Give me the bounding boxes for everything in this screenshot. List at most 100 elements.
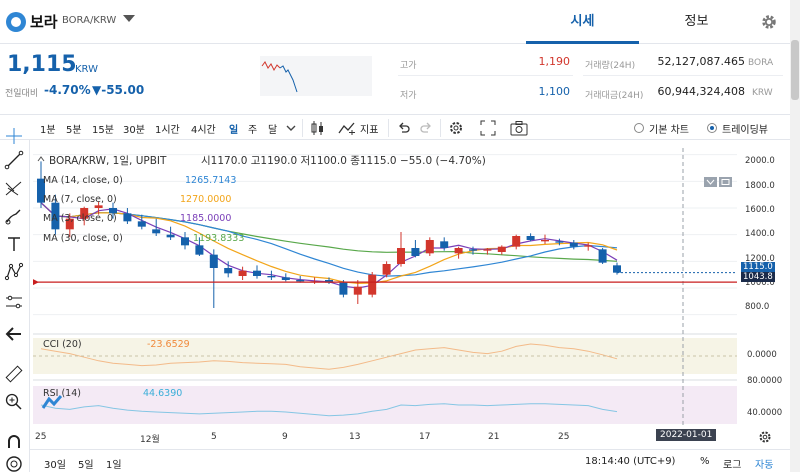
coin-pair[interactable]: BORA/KRW — [62, 15, 117, 26]
amount-unit: KRW — [752, 88, 773, 98]
high-label: 고가 — [400, 61, 417, 71]
percent-toggle[interactable]: % — [700, 456, 710, 467]
legend-ma7[interactable]: MA (7, close, 0) — [43, 194, 117, 205]
coin-dropdown-chevron-icon[interactable] — [123, 15, 135, 22]
interval-1d[interactable]: 일 — [229, 125, 239, 136]
tradingview-label[interactable]: 트레이딩뷰 — [722, 125, 768, 136]
page-scrollbar[interactable] — [790, 0, 800, 472]
coin-name[interactable]: 보라 — [30, 13, 58, 31]
indicator-button[interactable]: 지표 — [360, 125, 379, 136]
legend-ma14-value: 1265.7143 — [185, 175, 237, 186]
legend-collapse-chevron-icon[interactable] — [37, 155, 45, 163]
price-chart-svg[interactable] — [33, 148, 737, 428]
ma14-line — [40, 202, 618, 277]
measure-tool-icon[interactable] — [4, 292, 24, 312]
legend-ma30[interactable]: MA (30, close, 0) — [43, 233, 123, 244]
price-chart[interactable]: BORA/KRW, 1일, UPBIT 시1170.0 고1190.0 저110… — [33, 148, 737, 428]
rsi-line — [40, 403, 618, 417]
axis-settings-gear-icon[interactable] — [758, 430, 772, 444]
horizontal-line-tag: 1043.8 — [741, 272, 775, 282]
camera-icon[interactable] — [510, 120, 528, 136]
tradingview-radio[interactable] — [707, 123, 717, 133]
coin-logo-icon — [6, 12, 26, 32]
legend-rsi[interactable]: RSI (14) — [43, 388, 81, 399]
x-tick: 13 — [349, 432, 361, 442]
candle-body — [37, 178, 45, 203]
toolbar-divider — [388, 119, 389, 137]
interval-1h[interactable]: 1시간 — [155, 125, 180, 136]
clock-time[interactable]: 18:14:40 (UTC+9) — [585, 456, 676, 467]
volume-label: 거래량(24H) — [585, 61, 636, 71]
brush-icon[interactable] — [4, 206, 24, 226]
change-rate: -4.70% — [44, 83, 91, 97]
candle-body — [166, 234, 175, 238]
lock-drawings-icon[interactable] — [4, 454, 24, 472]
tradingview-logo-icon — [41, 395, 63, 409]
tab-quote[interactable]: 시세 — [526, 0, 639, 44]
candle-body — [195, 245, 204, 255]
undo-icon[interactable] — [398, 122, 410, 134]
candle-body — [512, 236, 521, 247]
candle-body — [181, 237, 189, 246]
legend-ma3[interactable]: MA (3, close, 0) — [43, 213, 117, 224]
chart-settings-gear-icon[interactable] — [448, 120, 464, 136]
candle-body — [454, 248, 463, 254]
tab-info[interactable]: 정보 — [684, 14, 709, 29]
candle-body — [584, 245, 593, 247]
stats-divider-2 — [583, 75, 783, 76]
basic-chart-radio[interactable] — [634, 123, 644, 133]
interval-chevron-down-icon[interactable] — [286, 124, 296, 132]
legend-cci-value: -23.6529 — [147, 339, 190, 350]
interval-1mo[interactable]: 달 — [268, 125, 278, 136]
candle-body — [65, 218, 74, 230]
gear-icon[interactable] — [760, 13, 778, 31]
low-value: 1,100 — [538, 85, 571, 98]
candle-body — [267, 276, 276, 278]
legend-ohlc: 시1170.0 고1190.0 저1100.0 종1115.0 −55.0 (−… — [201, 155, 486, 167]
candle-body — [411, 248, 420, 256]
interval-4h[interactable]: 4시간 — [191, 125, 216, 136]
crosshair-icon[interactable] — [4, 126, 24, 146]
fullscreen-icon[interactable] — [480, 120, 496, 136]
candle-body — [152, 229, 161, 234]
ruler-icon[interactable] — [4, 364, 24, 384]
candle-body — [541, 240, 549, 242]
candle-body — [80, 208, 89, 219]
fib-tool-icon[interactable] — [4, 178, 24, 198]
candle-body — [51, 202, 60, 230]
horizontal-line-marker — [33, 279, 39, 286]
basic-chart-label[interactable]: 기본 차트 — [649, 125, 689, 136]
trend-line-icon[interactable] — [4, 150, 24, 170]
redo-icon[interactable] — [420, 122, 432, 134]
zoom-in-icon[interactable] — [4, 392, 24, 412]
auto-toggle[interactable]: 자동 — [755, 460, 774, 471]
interval-1m[interactable]: 1분 — [40, 125, 56, 136]
legend-ma14[interactable]: MA (14, close, 0) — [43, 175, 123, 186]
x-tick: 9 — [282, 432, 288, 442]
log-toggle[interactable]: 로그 — [723, 460, 742, 471]
interval-15m[interactable]: 15분 — [92, 125, 114, 136]
range-5d[interactable]: 5일 — [78, 460, 94, 471]
x-tick: 25 — [35, 432, 47, 442]
price-tick: 2000.0 — [745, 156, 775, 166]
range-30d[interactable]: 30일 — [44, 460, 66, 471]
legend-symbol[interactable]: BORA/KRW, 1일, UPBIT — [49, 155, 167, 167]
scrollbar-thumb[interactable] — [791, 40, 799, 100]
range-1d[interactable]: 1일 — [106, 460, 122, 471]
price-unit: KRW — [75, 64, 98, 75]
interval-30m[interactable]: 30분 — [123, 125, 145, 136]
cursor-date-label: 2022-01-01 — [656, 429, 717, 441]
candle-type-icon[interactable] — [310, 120, 324, 136]
text-tool-icon[interactable] — [4, 234, 24, 254]
drawing-toolbar — [0, 128, 30, 472]
arrow-left-icon[interactable] — [4, 324, 24, 344]
legend-cci[interactable]: CCI (20) — [43, 339, 82, 350]
legend-ma7-value: 1270.0000 — [180, 194, 232, 205]
magnet-icon[interactable] — [4, 432, 24, 452]
pattern-tool-icon[interactable] — [4, 262, 24, 282]
toolbar-divider — [440, 119, 441, 137]
interval-1w[interactable]: 주 — [248, 125, 258, 136]
indicator-icon[interactable] — [338, 121, 358, 135]
interval-5m[interactable]: 5분 — [66, 125, 82, 136]
chart-collapse-buttons[interactable] — [704, 177, 734, 187]
